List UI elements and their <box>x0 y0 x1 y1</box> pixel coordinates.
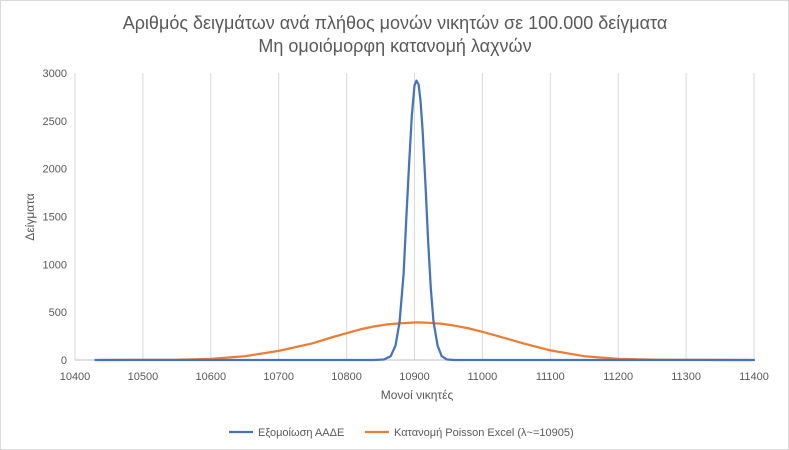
gridlines <box>74 73 755 360</box>
series-line-poisson <box>97 321 752 362</box>
y-tick-label: 500 <box>49 307 67 319</box>
y-axis-ticks: 0 500 1000 1500 2000 2500 3000 <box>43 68 67 367</box>
chart-title: Αριθμός δειγμάτων ανά πλήθος μονών νικητ… <box>123 13 668 33</box>
x-tick-label: 10600 <box>196 371 227 383</box>
y-tick-label: 2500 <box>43 116 67 128</box>
x-tick-label: 11400 <box>739 371 769 383</box>
x-axis-ticks: 10400 10500 10600 10700 10800 10900 11000 11100… <box>60 371 769 383</box>
x-tick-label: 11000 <box>468 371 498 383</box>
x-tick-label: 11300 <box>671 371 701 383</box>
x-axis-label: Μονοί νικητές <box>381 388 454 402</box>
legend: Εξομοίωση ΑΑΔΕ Κατανομή Poisson Excel (λ… <box>229 427 574 439</box>
x-tick-label: 10900 <box>399 371 430 383</box>
y-tick-label: 3000 <box>43 68 67 80</box>
x-tick-label: 11100 <box>536 371 565 383</box>
y-tick-label: 0 <box>61 355 67 367</box>
y-tick-label: 1000 <box>43 259 67 271</box>
x-tick-label: 10400 <box>60 371 91 383</box>
legend-label-poisson: Κατανομή Poisson Excel (λ~=10905) <box>394 427 574 439</box>
legend-label-aade: Εξομοίωση ΑΑΔΕ <box>258 427 344 439</box>
y-tick-label: 2000 <box>43 164 67 176</box>
plot-area <box>94 79 756 362</box>
x-tick-label: 10500 <box>128 371 159 383</box>
x-tick-label: 10700 <box>263 371 294 383</box>
y-tick-label: 1500 <box>43 212 67 224</box>
y-axis-label: Δείγματα <box>23 193 37 240</box>
chart-subtitle: Μη ομοιόμορφη κατανομή λαχνών <box>258 36 531 56</box>
x-tick-label: 11200 <box>603 371 633 383</box>
series-line-aade <box>94 79 756 362</box>
x-tick-label: 10800 <box>331 371 362 383</box>
